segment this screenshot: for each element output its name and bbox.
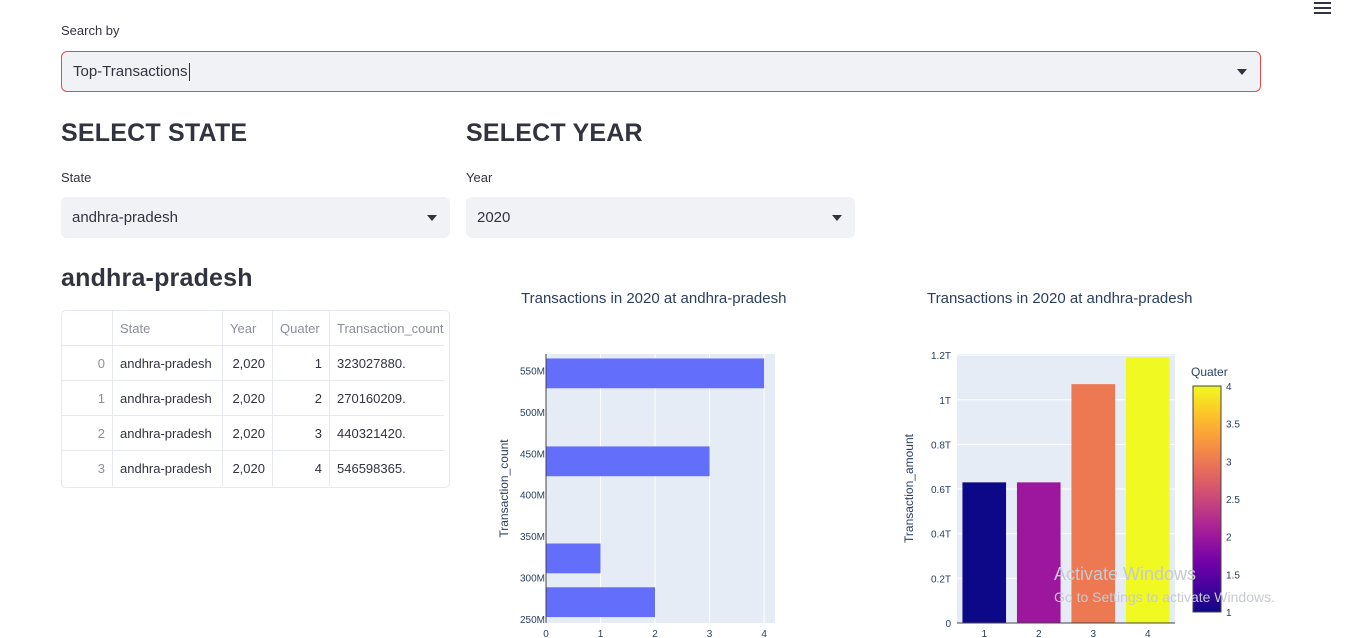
- chart2-bar: [1125, 357, 1170, 623]
- column-header-transaction-count[interactable]: Transaction_count: [337, 321, 444, 336]
- chart2-x-tick-label: 3: [1090, 629, 1096, 638]
- colorbar-tick-label: 3: [1226, 457, 1232, 468]
- state-label: State: [61, 170, 92, 185]
- cell-transaction-count[interactable]: 546598365.: [337, 461, 406, 476]
- table-row[interactable]: 3 andhra-pradesh 2,020 4 546598365.: [62, 451, 444, 486]
- table-row[interactable]: 0 andhra-pradesh 2,020 1 323027880.: [62, 346, 444, 381]
- chart1-title: Transactions in 2020 at andhra-pradesh: [521, 290, 787, 307]
- row-index: 0: [62, 346, 113, 381]
- chevron-down-icon: [1237, 68, 1247, 75]
- cell-year[interactable]: 2,020: [223, 381, 273, 416]
- transaction-count-chart[interactable]: 0 1 2 3 4 250M 300M 350M 400M 450M 500M 550M Transac…: [490, 340, 790, 638]
- column-header-year[interactable]: Year: [223, 311, 273, 346]
- cell-quater[interactable]: 3: [273, 416, 330, 451]
- table-row[interactable]: 1 andhra-pradesh 2,020 2 270160209.: [62, 381, 444, 416]
- chart2-y-tick-label: 0.4T: [931, 530, 951, 541]
- colorbar-scale: [1192, 385, 1222, 613]
- text-cursor: [188, 62, 190, 81]
- row-index: 2: [62, 416, 113, 451]
- state-value: andhra-pradesh: [72, 209, 178, 226]
- chart1-y-tick-label: 250M: [520, 615, 545, 626]
- chart2-y-tick-label: 1T: [939, 396, 951, 407]
- main-menu-icon[interactable]: [1314, 2, 1331, 14]
- chart2-y-tick-label: 1.2T: [931, 351, 951, 362]
- chart1-y-tick-label: 350M: [520, 532, 545, 543]
- activation-watermark-title: Activate Windows: [1054, 564, 1197, 584]
- chart2-bar: [962, 482, 1007, 623]
- search-by-value: Top-Transactions: [73, 63, 188, 80]
- cell-state[interactable]: andhra-pradesh: [113, 451, 223, 486]
- cell-quater[interactable]: 1: [273, 346, 330, 381]
- select-state-heading: SELECT STATE: [61, 119, 248, 147]
- chart2-bar: [1016, 482, 1061, 623]
- chevron-down-icon: [427, 214, 437, 221]
- cell-state[interactable]: andhra-pradesh: [113, 416, 223, 451]
- select-year-heading: SELECT YEAR: [466, 119, 643, 147]
- year-label: Year: [466, 170, 493, 185]
- cell-transaction-count[interactable]: 440321420.: [337, 426, 406, 441]
- chart2-x-tick-label: 4: [1145, 629, 1151, 638]
- cell-state[interactable]: andhra-pradesh: [113, 346, 223, 381]
- state-select[interactable]: andhra-pradesh: [61, 197, 450, 238]
- chart1-bar: [546, 446, 710, 477]
- chart1-x-tick-label: 0: [543, 629, 549, 638]
- cell-year[interactable]: 2,020: [223, 346, 273, 381]
- chart2-x-tick-label: 1: [981, 629, 987, 638]
- chart2-bar: [1071, 384, 1116, 623]
- transaction-amount-chart[interactable]: 0 0.2T 0.4T 0.6T 0.8T 1T 1.2T 1 2 3 4 Transaction_a…: [895, 340, 1255, 638]
- chart1-y-tick-label: 300M: [520, 573, 545, 584]
- chart1-y-tick-label: 550M: [520, 367, 545, 378]
- transactions-table[interactable]: State Year Quater Transaction_count 0 an…: [61, 310, 450, 488]
- cell-quater[interactable]: 2: [273, 381, 330, 416]
- search-by-label: Search by: [61, 23, 120, 38]
- colorbar-tick-label: 2.5: [1226, 495, 1240, 506]
- activation-watermark-subtitle: Go to Settings to activate Windows.: [1054, 589, 1275, 605]
- colorbar-tick-label: 1: [1226, 608, 1232, 619]
- colorbar-tick-label: 3.5: [1226, 420, 1240, 431]
- table-header-row: State Year Quater Transaction_count: [62, 311, 444, 346]
- chart2-y-axis-title: Transaction_amount: [902, 433, 916, 543]
- cell-transaction-count[interactable]: 270160209.: [337, 391, 406, 406]
- year-value: 2020: [477, 209, 511, 226]
- chart1-y-tick-label: 500M: [520, 408, 545, 419]
- colorbar-title: Quater: [1191, 365, 1228, 379]
- chart1-x-tick-label: 2: [652, 629, 658, 638]
- chart1-bar: [546, 587, 656, 618]
- row-index: 3: [62, 451, 113, 486]
- colorbar-tick-label: 4: [1226, 382, 1232, 393]
- cell-year[interactable]: 2,020: [223, 416, 273, 451]
- chart2-y-tick-label: 0.8T: [931, 440, 951, 451]
- state-result-heading: andhra-pradesh: [61, 264, 253, 292]
- chart1-x-tick-label: 4: [761, 629, 767, 638]
- chart1-bar: [546, 358, 765, 389]
- search-by-select[interactable]: Top-Transactions: [61, 51, 1261, 92]
- cell-state[interactable]: andhra-pradesh: [113, 381, 223, 416]
- column-header-index: [62, 311, 113, 346]
- column-header-state[interactable]: State: [113, 311, 223, 346]
- chart2-y-tick-label: 0: [945, 619, 951, 630]
- chart1-y-tick-label: 400M: [520, 491, 545, 502]
- chart1-x-tick-label: 3: [707, 629, 713, 638]
- chart2-y-tick-label: 0.6T: [931, 485, 951, 496]
- chart2-y-tick-label: 0.2T: [931, 574, 951, 585]
- cell-quater[interactable]: 4: [273, 451, 330, 486]
- row-index: 1: [62, 381, 113, 416]
- cell-transaction-count[interactable]: 323027880.: [337, 356, 406, 371]
- chevron-down-icon: [832, 214, 842, 221]
- colorbar-tick-label: 1.5: [1226, 570, 1240, 581]
- table-row[interactable]: 2 andhra-pradesh 2,020 3 440321420.: [62, 416, 444, 451]
- chart1-bar: [546, 543, 601, 574]
- chart1-y-axis-title: Transaction_count: [497, 439, 511, 538]
- year-select[interactable]: 2020: [466, 197, 855, 238]
- chart1-plot-area: [546, 354, 775, 623]
- cell-year[interactable]: 2,020: [223, 451, 273, 486]
- chart2-x-tick-label: 2: [1036, 629, 1042, 638]
- column-header-quater[interactable]: Quater: [273, 311, 330, 346]
- chart1-y-tick-label: 450M: [520, 449, 545, 460]
- colorbar-tick-label: 2: [1226, 533, 1232, 544]
- chart1-x-tick-label: 1: [598, 629, 604, 638]
- chart2-title: Transactions in 2020 at andhra-pradesh: [927, 290, 1193, 307]
